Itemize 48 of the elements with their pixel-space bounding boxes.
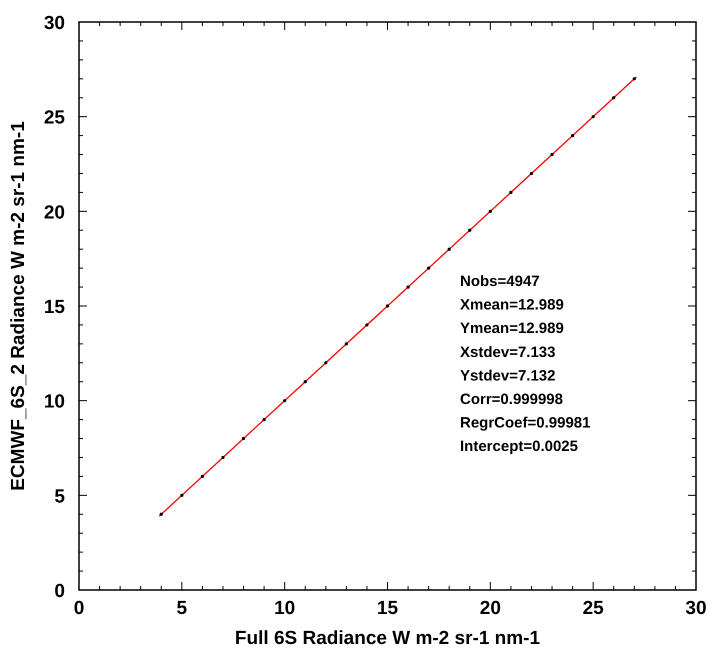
- annotation: Nobs=4947: [460, 273, 540, 290]
- point: [509, 190, 512, 194]
- annotation: RegrCoef=0.99981: [460, 414, 590, 432]
- x-tick-label: 25: [582, 598, 604, 619]
- x-tick-label: 5: [176, 598, 188, 619]
- y-tick-label: 30: [44, 13, 65, 34]
- x-tick-label: 15: [376, 598, 398, 619]
- point: [468, 228, 472, 232]
- point: [180, 494, 184, 497]
- point: [324, 361, 328, 364]
- point: [262, 418, 266, 422]
- point: [242, 436, 246, 440]
- point: [612, 96, 616, 100]
- y-tick-label: 5: [54, 486, 66, 508]
- point: [571, 134, 574, 138]
- point: [427, 266, 430, 270]
- point: [221, 456, 225, 460]
- y-tick-label: 10: [44, 392, 65, 413]
- annotation: Ymean=12.989: [460, 320, 564, 338]
- y-tick-label: 20: [44, 202, 65, 224]
- x-tick-label: 30: [685, 598, 707, 619]
- annotation: Xmean=12.989: [460, 296, 564, 314]
- annotation: Ystdev=7.132: [460, 367, 556, 384]
- point: [283, 399, 286, 402]
- point: [488, 210, 492, 213]
- point: [365, 323, 369, 327]
- point: [304, 380, 307, 384]
- x-axis-title: Full 6S Radiance W m-2 sr-1 nm-1: [234, 628, 540, 649]
- y-tick-label: 0: [54, 581, 65, 602]
- point: [406, 285, 410, 289]
- x-tick-label: 20: [480, 598, 501, 619]
- point: [160, 512, 163, 516]
- point: [344, 342, 348, 346]
- point: [592, 115, 595, 118]
- point: [530, 172, 534, 176]
- y-tick-label: 15: [44, 297, 66, 318]
- x-tick-label: 10: [274, 598, 296, 619]
- point: [632, 77, 636, 80]
- y-axis-title: ECMWF_6S_2 Radiance W m-2 sr-1 nm-1: [8, 120, 29, 491]
- x-tick-label: 0: [74, 598, 84, 619]
- annotation: Xstdev=7.133: [460, 344, 556, 361]
- annotation: Corr=0.999998: [460, 391, 563, 408]
- y-tick-label: 25: [44, 108, 66, 129]
- point: [200, 474, 204, 478]
- point: [550, 152, 554, 156]
- annotation: Intercept=0.0025: [460, 438, 578, 456]
- point: [386, 304, 390, 308]
- point: [448, 248, 451, 251]
